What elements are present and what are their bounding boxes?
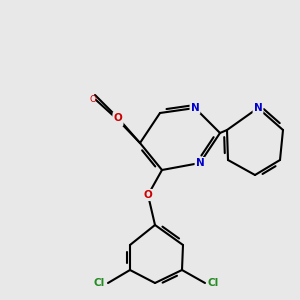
Text: O: O [144,190,152,200]
Text: N: N [190,103,200,113]
Text: O: O [114,115,122,125]
Text: N: N [196,158,204,168]
Text: O: O [90,95,97,104]
Text: Cl: Cl [94,278,105,288]
Text: O: O [114,113,122,123]
Text: N: N [254,103,262,113]
Text: Cl: Cl [208,278,219,288]
